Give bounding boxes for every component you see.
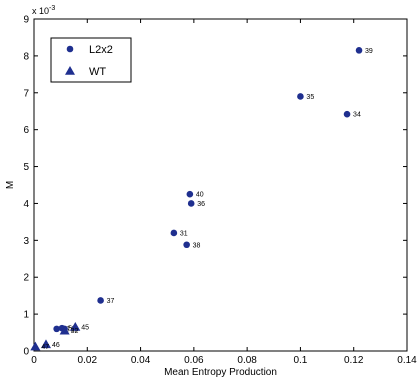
circle-point [187,200,195,207]
x-tick-label: 0.06 [184,355,204,366]
circle-point [97,297,104,304]
x-tick-label: 0.14 [397,355,417,366]
point-label: 46 [52,342,60,349]
point-label: 36 [197,201,205,208]
legend-entry-label: L2x2 [89,44,113,56]
triangle-point [59,325,70,335]
circle-point [186,190,194,198]
legend-triangle-marker [65,66,75,75]
x-tick-label: 0.1 [293,355,307,366]
point-label: 45 [81,325,89,332]
point-label: 39 [365,48,373,55]
point-label: 35 [306,94,314,101]
x-tick-label: 0.04 [131,355,151,366]
point-label: 40 [196,192,204,199]
circle-point [297,93,304,100]
legend-circle-marker [66,45,74,53]
triangle-point [70,322,81,331]
point-label: 37 [107,298,115,305]
x-tick-label: 0 [31,355,37,366]
point-label: 34 [353,112,361,119]
point-label: 32 [71,328,79,335]
y-tick-label: 1 [23,310,29,321]
data-points: 393534403631383757563345324647 [30,47,373,351]
point-label: 31 [180,230,188,237]
y-tick-label: 4 [23,199,29,210]
point-label: 38 [193,242,201,249]
circle-point [355,47,363,54]
x-axis-label: Mean Entropy Production [164,367,277,378]
y-tick-label: 6 [23,125,29,136]
y-tick-label: 3 [23,236,29,247]
legend-box [50,37,132,83]
legend-entry-label: WT [89,66,106,78]
triangle-point [30,341,41,351]
circle-point [183,241,190,249]
y-tick-label: 5 [23,162,29,173]
y-tick-label: 0 [23,347,29,358]
circle-point [170,229,178,237]
circle-point [53,325,60,333]
y-tick-label: 7 [23,88,29,99]
y-tick-label: 9 [23,15,29,26]
x-tick-label: 0.12 [344,355,364,366]
point-label: 47 [41,344,49,351]
circle-point [343,110,351,118]
x-tick-label: 0.02 [78,355,98,366]
y-axis-label: M [5,181,16,189]
legend: L2x2 WT [50,37,132,83]
x-tick-label: 0.08 [237,355,257,366]
y-tick-label: 2 [23,273,29,284]
y-axis-exponent: x 10-3 [32,5,55,16]
y-tick-label: 8 [23,51,29,62]
triangle-point [40,339,51,349]
